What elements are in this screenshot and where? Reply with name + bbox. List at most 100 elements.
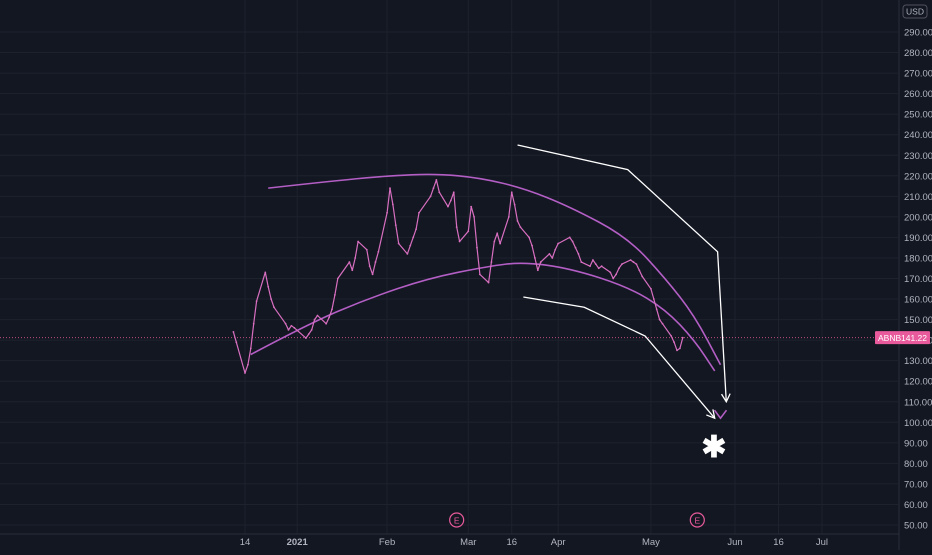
y-tick-label: 120.00 bbox=[904, 377, 932, 388]
y-tick-label: 100.00 bbox=[904, 418, 932, 429]
x-tick-label: Jun bbox=[727, 537, 742, 548]
price-point bbox=[551, 257, 554, 259]
x-tick-label: Mar bbox=[460, 537, 476, 548]
price-point bbox=[507, 215, 510, 218]
price-point bbox=[389, 187, 391, 190]
price-point bbox=[333, 294, 336, 296]
price-point bbox=[609, 271, 612, 274]
price-point bbox=[246, 363, 249, 366]
price-point bbox=[574, 246, 577, 249]
y-tick-label: 200.00 bbox=[904, 212, 932, 223]
earnings-marker-label: E bbox=[694, 516, 700, 526]
price-point bbox=[539, 261, 542, 263]
price-point bbox=[351, 269, 354, 272]
price-point bbox=[534, 257, 536, 259]
symbol-label: ABNB bbox=[878, 333, 901, 343]
x-tick-label: Feb bbox=[379, 537, 395, 548]
price-point bbox=[293, 326, 296, 329]
y-tick-label: 160.00 bbox=[904, 295, 932, 306]
price-point bbox=[473, 215, 475, 218]
price-point bbox=[577, 252, 580, 255]
price-point bbox=[679, 347, 681, 350]
y-tick-label: 150.00 bbox=[904, 315, 932, 326]
price-point bbox=[638, 269, 641, 272]
price-point bbox=[287, 328, 290, 331]
price-point bbox=[409, 244, 412, 247]
price-point bbox=[612, 277, 615, 280]
price-point bbox=[418, 211, 420, 214]
price-point bbox=[316, 314, 319, 317]
price-point bbox=[476, 246, 478, 249]
price-point bbox=[670, 335, 673, 337]
trend-arc bbox=[250, 262, 716, 372]
price-point bbox=[597, 267, 600, 270]
price-point bbox=[270, 298, 272, 300]
price-point bbox=[557, 242, 560, 245]
price-point bbox=[435, 179, 438, 181]
price-point bbox=[594, 263, 597, 266]
price-point bbox=[394, 224, 397, 226]
y-tick-label: 230.00 bbox=[904, 151, 932, 162]
price-point bbox=[357, 240, 359, 243]
price-point bbox=[513, 203, 516, 206]
x-tick-label: 16 bbox=[506, 537, 517, 548]
x-tick-label: Jul bbox=[816, 537, 828, 548]
price-point bbox=[554, 248, 557, 251]
price-point bbox=[589, 265, 591, 268]
price-point bbox=[391, 203, 394, 206]
price-point bbox=[618, 267, 620, 270]
y-tick-label: 270.00 bbox=[904, 69, 932, 80]
price-point bbox=[455, 226, 458, 229]
y-tick-label: 220.00 bbox=[904, 171, 932, 182]
price-point bbox=[374, 261, 377, 263]
price-point bbox=[255, 300, 258, 302]
price-point bbox=[632, 261, 635, 263]
y-tick-label: 130.00 bbox=[904, 356, 932, 367]
price-point bbox=[655, 308, 658, 311]
annotation-arrow-head bbox=[720, 393, 731, 404]
price-point bbox=[615, 273, 618, 276]
price-point bbox=[386, 211, 388, 214]
price-point bbox=[650, 287, 652, 290]
price-point bbox=[568, 236, 571, 239]
price-point bbox=[490, 261, 493, 263]
price-point bbox=[429, 195, 432, 198]
price-point bbox=[232, 331, 235, 333]
price-point bbox=[313, 318, 316, 321]
price-point bbox=[267, 285, 270, 288]
price-point bbox=[328, 316, 330, 319]
price-point bbox=[412, 236, 415, 239]
currency-badge bbox=[902, 4, 928, 19]
price-point bbox=[496, 232, 499, 235]
price-point bbox=[536, 269, 539, 272]
price-point bbox=[284, 322, 287, 325]
price-point bbox=[273, 306, 275, 309]
y-tick-label: 280.00 bbox=[904, 48, 932, 59]
x-tick-label: 2021 bbox=[287, 537, 309, 548]
price-point bbox=[571, 240, 574, 243]
x-tick-label: May bbox=[642, 537, 660, 548]
y-tick-label: 190.00 bbox=[904, 233, 932, 244]
price-point bbox=[235, 341, 238, 344]
price-point bbox=[467, 230, 470, 233]
price-point bbox=[658, 318, 661, 321]
annotation-arrow-head bbox=[706, 409, 716, 420]
y-tick-label: 80.00 bbox=[904, 459, 928, 470]
price-point bbox=[487, 281, 490, 284]
y-tick-label: 90.00 bbox=[904, 438, 928, 449]
price-point bbox=[548, 252, 551, 255]
y-tick-label: 250.00 bbox=[904, 110, 932, 121]
price-point bbox=[531, 244, 533, 247]
price-point bbox=[673, 341, 676, 344]
price-point bbox=[244, 372, 246, 374]
earnings-marker bbox=[449, 512, 465, 528]
price-point bbox=[652, 298, 655, 300]
price-point bbox=[592, 259, 594, 261]
price-point bbox=[661, 322, 664, 325]
price-point bbox=[290, 324, 293, 327]
annotation-arrow-line bbox=[517, 144, 727, 402]
price-point bbox=[493, 240, 496, 243]
